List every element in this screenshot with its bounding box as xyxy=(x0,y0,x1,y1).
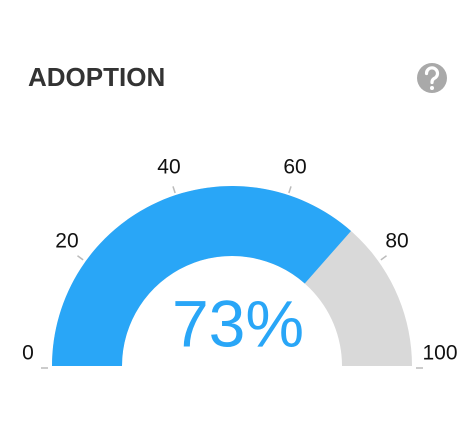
tick-label: 20 xyxy=(55,230,78,253)
gauge-value-arc xyxy=(52,186,352,366)
help-icon-dot xyxy=(430,86,434,90)
help-icon-glyph xyxy=(424,66,440,85)
tick-label: 40 xyxy=(157,156,180,179)
chart-title: ADOPTION xyxy=(28,62,165,92)
tick-mark xyxy=(288,186,292,194)
help-icon[interactable] xyxy=(417,63,447,93)
tick-mark xyxy=(380,255,387,261)
gauge-value-label: 73% xyxy=(172,286,304,360)
tick-mark xyxy=(77,255,84,261)
tick-label: 60 xyxy=(283,156,306,179)
tick-label: 100 xyxy=(422,342,457,365)
help-icon-circle xyxy=(417,63,447,93)
tick-label: 0 xyxy=(22,342,34,365)
tick-mark xyxy=(172,186,176,194)
tick-label: 80 xyxy=(385,230,408,253)
